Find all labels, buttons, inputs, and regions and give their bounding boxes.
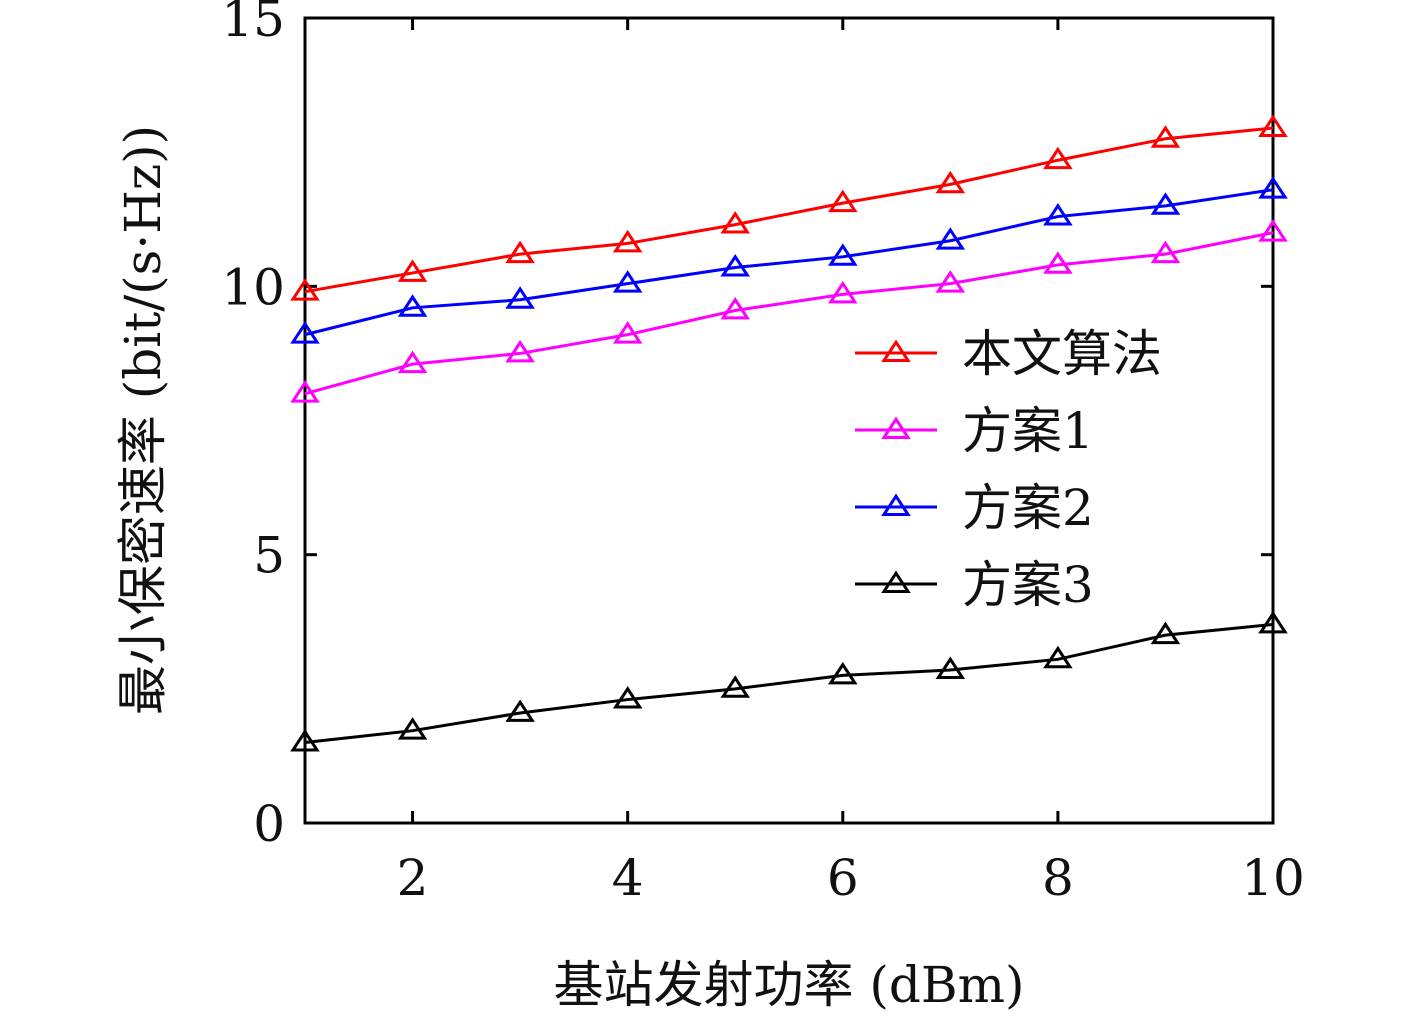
data-point-marker (1150, 240, 1181, 264)
data-point-marker (1150, 192, 1181, 215)
data-point-marker (290, 728, 320, 752)
legend-label: 方案3 (962, 556, 1094, 614)
data-point-marker (935, 656, 966, 679)
data-point-marker (1043, 251, 1073, 274)
y-axis-label: 最小保密速率 (bit/(s·Hz)) (114, 125, 172, 715)
series-scheme-1 (290, 219, 1288, 403)
data-point-marker (720, 296, 751, 320)
data-point-marker (720, 675, 751, 698)
series-line (304, 231, 1274, 396)
data-point-marker (827, 661, 858, 685)
series-line (304, 126, 1274, 294)
x-tick-label: 6 (827, 849, 859, 907)
legend-marker (881, 416, 911, 439)
data-point-marker (935, 170, 966, 194)
data-point-marker (397, 717, 428, 740)
legend-marker (881, 570, 911, 593)
data-point-marker (612, 686, 643, 709)
plot-frame (303, 16, 1275, 825)
data-point-marker (397, 294, 428, 317)
legend-item: 方案1 (855, 402, 1094, 460)
data-point-marker (1258, 610, 1288, 634)
data-point-marker (505, 240, 535, 264)
data-point-marker (397, 350, 428, 374)
data-point-marker (290, 321, 320, 344)
data-point-marker (612, 229, 643, 253)
y-tick-label: 5 (253, 527, 285, 585)
series-scheme-2 (290, 176, 1288, 344)
series-line (304, 622, 1274, 744)
x-axis-label: 基站发射功率 (dBm) (553, 956, 1024, 1014)
data-point-marker (720, 211, 751, 234)
data-point-marker (397, 259, 428, 282)
data-point-marker (1043, 203, 1073, 226)
x-tick-label: 2 (397, 849, 429, 907)
series-layer (290, 114, 1288, 752)
data-point-marker (935, 227, 966, 250)
y-tick-label: 10 (221, 258, 285, 316)
series-proposed (290, 114, 1288, 301)
data-point-marker (935, 270, 966, 293)
data-point-marker (827, 243, 858, 266)
y-axis: 0 5 10 15 (221, 0, 1273, 853)
legend-marker (881, 493, 911, 516)
legend-marker (881, 339, 911, 362)
y-tick-label: 0 (253, 795, 285, 853)
data-point-marker (290, 278, 320, 301)
data-point-marker (1258, 176, 1288, 199)
data-point-marker (827, 280, 858, 304)
legend-item: 本文算法 (855, 325, 1162, 383)
data-point-marker (612, 270, 643, 293)
data-point-marker (1043, 645, 1073, 669)
x-axis: 2 4 6 8 10 (397, 18, 1305, 907)
plot-area (303, 16, 1275, 825)
data-point-marker (1258, 219, 1288, 242)
data-point-marker (290, 380, 320, 403)
data-point-marker (505, 286, 535, 309)
legend-label: 方案1 (962, 402, 1094, 460)
y-tick-label: 15 (221, 0, 285, 48)
series-line (304, 188, 1274, 337)
data-point-marker (1150, 621, 1181, 645)
data-point-marker (612, 321, 643, 344)
x-tick-label: 8 (1042, 849, 1074, 907)
data-point-marker (1150, 125, 1181, 148)
legend-item: 方案3 (855, 556, 1094, 614)
data-point-marker (1043, 146, 1073, 170)
data-point-marker (1258, 114, 1288, 137)
legend-label: 本文算法 (962, 325, 1162, 383)
data-point-marker (720, 254, 751, 277)
data-point-marker (827, 189, 858, 213)
x-tick-label: 10 (1241, 849, 1305, 907)
legend-item: 方案2 (855, 479, 1094, 537)
series-scheme-3 (290, 610, 1288, 752)
legend-label: 方案2 (962, 479, 1094, 537)
data-point-marker (505, 339, 535, 363)
data-point-marker (505, 699, 535, 722)
x-tick-label: 4 (612, 849, 644, 907)
